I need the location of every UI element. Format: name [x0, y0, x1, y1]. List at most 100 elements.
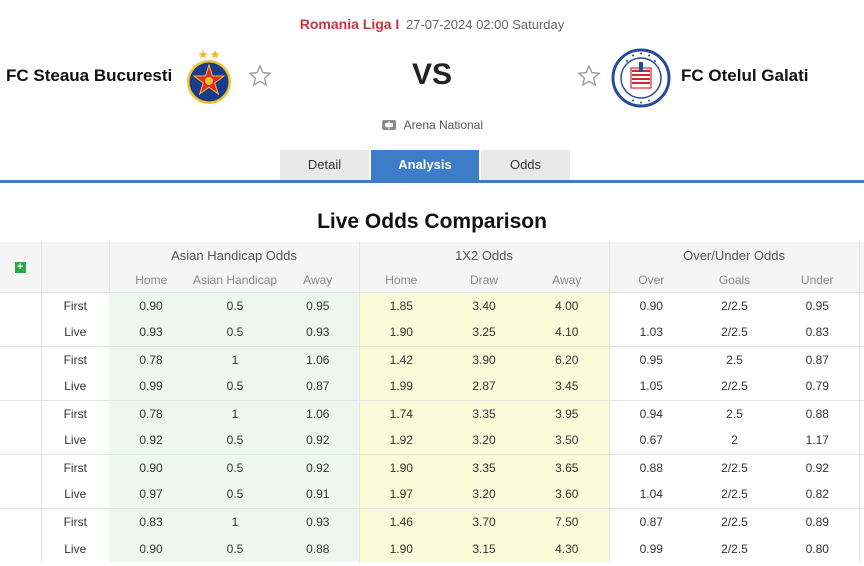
- x12-odds-cell[interactable]: 1.90: [358, 453, 443, 481]
- over-under-cell[interactable]: 2/2.5: [693, 373, 776, 400]
- x12-odds-cell[interactable]: 3.35: [443, 453, 525, 481]
- x12-odds-cell[interactable]: 2.87: [443, 373, 525, 400]
- favorite-star-icon[interactable]: [577, 64, 601, 88]
- x12-odds-cell[interactable]: 1.92: [358, 427, 443, 454]
- asian-handicap-cell[interactable]: 0.5: [193, 427, 277, 454]
- asian-handicap-cell[interactable]: 0.5: [193, 481, 277, 508]
- away-team-name[interactable]: FC Otelul Galati: [681, 66, 809, 85]
- over-under-cell[interactable]: 2.5: [693, 399, 776, 427]
- asian-handicap-cell[interactable]: 0.99: [109, 373, 193, 400]
- x12-odds-cell[interactable]: 3.20: [443, 481, 525, 508]
- asian-handicap-cell[interactable]: 0.78: [109, 345, 193, 373]
- table-row: First 0.83 1 0.93 1.46 3.70 7.50 0.87 2/2.5 0.89: [0, 507, 864, 562]
- asian-handicap-cell[interactable]: 0.91: [277, 481, 359, 508]
- over-under-cell[interactable]: 1.03: [608, 319, 693, 346]
- x12-odds-cell[interactable]: 3.60: [525, 481, 609, 508]
- asian-handicap-cell[interactable]: 0.5: [193, 535, 277, 562]
- over-under-cell[interactable]: 2/2.5: [693, 507, 776, 535]
- x12-odds-cell[interactable]: 1.90: [358, 319, 443, 346]
- over-under-cell[interactable]: 0.87: [776, 345, 860, 373]
- x12-odds-cell[interactable]: 3.90: [443, 345, 525, 373]
- x12-odds-cell[interactable]: 7.50: [525, 507, 609, 535]
- asian-handicap-cell[interactable]: 1.06: [277, 345, 359, 373]
- x12-odds-cell[interactable]: 3.20: [443, 427, 525, 454]
- over-under-cell[interactable]: 0.82: [776, 481, 860, 508]
- asian-handicap-cell[interactable]: 0.83: [109, 507, 193, 535]
- league-name[interactable]: Romania Liga I: [299, 16, 400, 32]
- over-under-cell[interactable]: 0.87: [608, 507, 693, 535]
- x12-odds-cell[interactable]: 1.99: [358, 373, 443, 400]
- x12-odds-cell[interactable]: 3.95: [525, 399, 609, 427]
- over-under-cell[interactable]: 2: [693, 427, 776, 454]
- over-under-cell[interactable]: 0.95: [776, 291, 860, 319]
- x12-odds-cell[interactable]: 1.74: [358, 399, 443, 427]
- asian-handicap-cell[interactable]: 1: [193, 399, 277, 427]
- asian-handicap-cell[interactable]: 0.90: [109, 535, 193, 562]
- x12-odds-cell[interactable]: 1.97: [358, 481, 443, 508]
- asian-handicap-cell[interactable]: 0.95: [277, 291, 359, 319]
- over-under-cell[interactable]: 1.04: [608, 481, 693, 508]
- asian-handicap-cell[interactable]: 0.5: [193, 319, 277, 346]
- over-under-cell[interactable]: 0.99: [608, 535, 693, 562]
- asian-handicap-cell[interactable]: 0.78: [109, 399, 193, 427]
- over-under-cell[interactable]: 0.67: [608, 427, 693, 454]
- x12-odds-cell[interactable]: 4.30: [525, 535, 609, 562]
- over-under-cell[interactable]: 0.79: [776, 373, 860, 400]
- asian-handicap-cell[interactable]: 0.93: [277, 319, 359, 346]
- tab-detail[interactable]: Detail: [280, 150, 369, 180]
- asian-handicap-cell[interactable]: 0.5: [193, 373, 277, 400]
- x12-odds-cell[interactable]: 1.85: [358, 291, 443, 319]
- x12-odds-cell[interactable]: 1.46: [358, 507, 443, 535]
- asian-handicap-cell[interactable]: 0.87: [277, 373, 359, 400]
- asian-handicap-cell[interactable]: 0.88: [277, 535, 359, 562]
- x12-odds-cell[interactable]: 3.35: [443, 399, 525, 427]
- favorite-star-icon[interactable]: [248, 64, 272, 88]
- over-under-cell[interactable]: 0.90: [608, 291, 693, 319]
- x12-odds-cell[interactable]: 1.90: [358, 535, 443, 562]
- asian-handicap-cell[interactable]: 0.5: [193, 291, 277, 319]
- tab-analysis[interactable]: Analysis: [371, 150, 479, 180]
- asian-handicap-cell[interactable]: 0.90: [109, 291, 193, 319]
- x12-odds-cell[interactable]: 3.25: [443, 319, 525, 346]
- over-under-cell[interactable]: 1.05: [608, 373, 693, 400]
- asian-handicap-cell[interactable]: 0.92: [277, 427, 359, 454]
- over-under-cell[interactable]: 2/2.5: [693, 319, 776, 346]
- asian-handicap-cell[interactable]: 0.92: [109, 427, 193, 454]
- x12-odds-cell[interactable]: 6.20: [525, 345, 609, 373]
- x12-odds-cell[interactable]: 3.40: [443, 291, 525, 319]
- over-under-cell[interactable]: 0.89: [776, 507, 860, 535]
- over-under-cell[interactable]: 0.94: [608, 399, 693, 427]
- x12-odds-cell[interactable]: 3.50: [525, 427, 609, 454]
- over-under-cell[interactable]: 0.95: [608, 345, 693, 373]
- x12-odds-cell[interactable]: 3.70: [443, 507, 525, 535]
- asian-handicap-cell[interactable]: 1: [193, 345, 277, 373]
- over-under-cell[interactable]: 0.88: [776, 399, 860, 427]
- asian-handicap-cell[interactable]: 0.93: [109, 319, 193, 346]
- asian-handicap-cell[interactable]: 1: [193, 507, 277, 535]
- home-team-name[interactable]: FC Steaua Bucuresti: [6, 66, 173, 85]
- x12-odds-cell[interactable]: 4.00: [525, 291, 609, 319]
- over-under-cell[interactable]: 2/2.5: [693, 481, 776, 508]
- over-under-cell[interactable]: 1.17: [776, 427, 860, 454]
- over-under-cell[interactable]: 0.83: [776, 319, 860, 346]
- over-under-cell[interactable]: 0.92: [776, 453, 860, 481]
- x12-odds-cell[interactable]: 1.42: [358, 345, 443, 373]
- x12-odds-cell[interactable]: 3.65: [525, 453, 609, 481]
- asian-handicap-cell[interactable]: 1.06: [277, 399, 359, 427]
- over-under-cell[interactable]: 0.80: [776, 535, 860, 562]
- x12-odds-cell[interactable]: 3.15: [443, 535, 525, 562]
- asian-handicap-cell[interactable]: 0.5: [193, 453, 277, 481]
- asian-handicap-cell[interactable]: 0.92: [277, 453, 359, 481]
- over-under-cell[interactable]: 2/2.5: [693, 291, 776, 319]
- over-under-cell[interactable]: 2/2.5: [693, 453, 776, 481]
- asian-handicap-cell[interactable]: 0.93: [277, 507, 359, 535]
- x12-odds-cell[interactable]: 3.45: [525, 373, 609, 400]
- expand-plus-icon[interactable]: +: [14, 262, 26, 274]
- over-under-cell[interactable]: 2.5: [693, 345, 776, 373]
- asian-handicap-cell[interactable]: 0.90: [109, 453, 193, 481]
- over-under-cell[interactable]: 2/2.5: [693, 535, 776, 562]
- asian-handicap-cell[interactable]: 0.97: [109, 481, 193, 508]
- x12-odds-cell[interactable]: 4.10: [525, 319, 609, 346]
- over-under-cell[interactable]: 0.88: [608, 453, 693, 481]
- tab-odds[interactable]: Odds: [481, 150, 570, 180]
